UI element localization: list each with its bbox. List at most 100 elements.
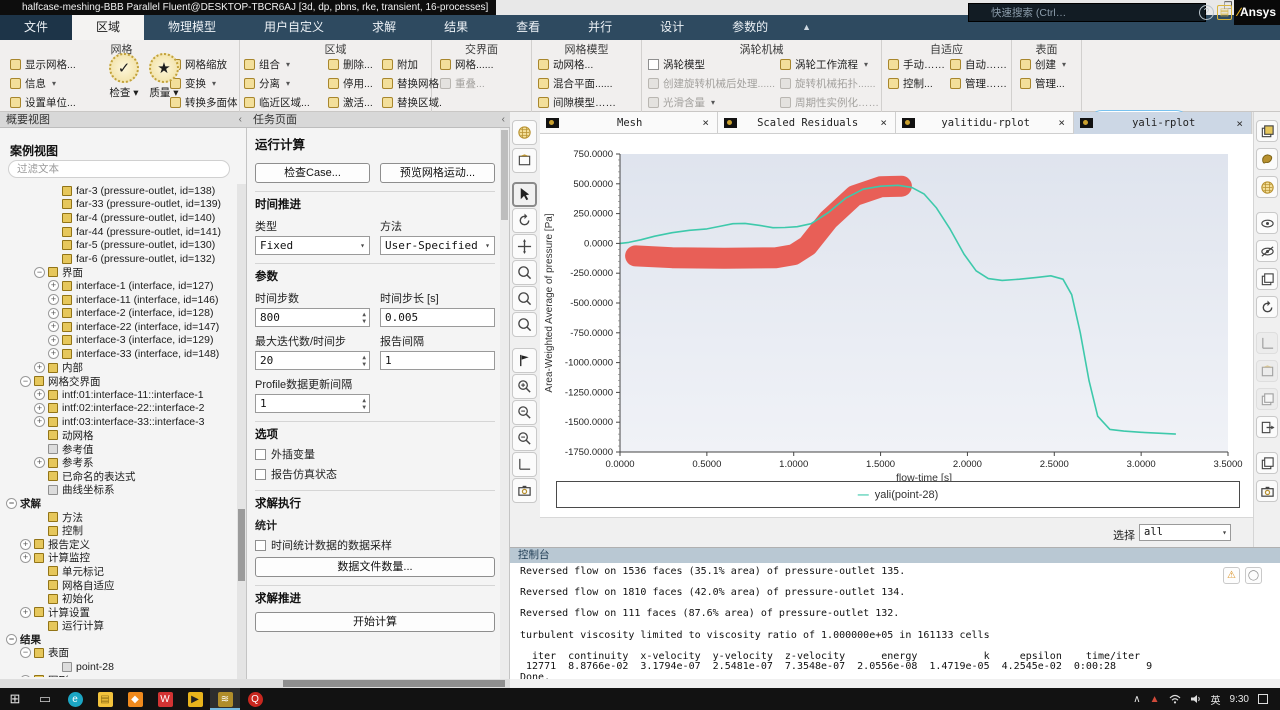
copy-page-button[interactable] bbox=[1256, 452, 1278, 474]
snapshot-button[interactable] bbox=[1256, 480, 1278, 502]
menu-tab-3[interactable]: 物理模型 bbox=[168, 20, 217, 34]
menu-tab-9[interactable]: 设计 bbox=[660, 20, 685, 34]
turbo-workflow-button[interactable]: 涡轮工作流程 ▾ bbox=[780, 56, 868, 73]
tree-item[interactable]: far-33 (pressure-outlet, id=139) bbox=[0, 198, 238, 212]
turbo-model-checkbox[interactable] bbox=[648, 59, 659, 70]
undo-button[interactable] bbox=[1256, 296, 1278, 318]
menu-tab-6[interactable]: 结果 bbox=[444, 20, 469, 34]
expand-icon[interactable]: + bbox=[34, 362, 45, 374]
periodic-instancing-button[interactable]: 周期性实例化…… bbox=[780, 94, 879, 111]
tree-item[interactable]: 控制 bbox=[0, 524, 238, 538]
tree-item[interactable]: + intf:01:interface-11::interface-1 bbox=[0, 388, 238, 402]
manage-surfaces-button[interactable]: 管理... bbox=[1020, 75, 1065, 92]
tray-chevron-icon[interactable]: ∧ bbox=[1133, 693, 1141, 705]
start-button[interactable]: ⊞ bbox=[0, 688, 30, 710]
expand-icon[interactable]: + bbox=[20, 552, 31, 564]
reporting-interval-input[interactable]: 1 bbox=[380, 351, 495, 370]
horizontal-scrollbar[interactable] bbox=[0, 679, 510, 688]
xy-plot[interactable]: 750.0000 500.0000 250.0000 0.0000 -250.0000 -… bbox=[540, 136, 1253, 481]
tree-item[interactable]: 参考值 bbox=[0, 442, 238, 456]
zoom-dolly-button[interactable] bbox=[512, 260, 537, 285]
tree-scrollbar-thumb[interactable] bbox=[238, 509, 245, 581]
collapse-icon[interactable]: − bbox=[6, 497, 17, 509]
expand-icon[interactable]: + bbox=[48, 334, 59, 346]
dropdown-arrow-icon[interactable]: ▾ bbox=[212, 79, 217, 88]
tree-item[interactable]: + interface-3 (interface, id=129) bbox=[0, 334, 238, 348]
tree-item[interactable]: far-4 (pressure-outlet, id=140) bbox=[0, 211, 238, 225]
tree-item[interactable]: + intf:03:interface-33::interface-3 bbox=[0, 415, 238, 429]
append-zones-button[interactable]: 附加 bbox=[382, 56, 418, 73]
calculate-button[interactable]: 开始计算 bbox=[255, 612, 495, 632]
ribbon-collapse-icon[interactable]: ▲ bbox=[802, 22, 812, 32]
tree-item[interactable]: + 计算监控 bbox=[0, 551, 238, 565]
check-case-button[interactable]: 检查Case... bbox=[255, 163, 370, 183]
collapse-panel-icon[interactable]: ‹ bbox=[238, 114, 242, 125]
adapt-controls-button[interactable]: 控制... bbox=[888, 75, 933, 92]
turbo-create-post-button[interactable]: 创建旋转机械后处理...... bbox=[648, 75, 775, 92]
tree-item[interactable]: + 内部 bbox=[0, 361, 238, 375]
player-icon[interactable]: ▶ bbox=[180, 688, 210, 710]
extrapolate-variables-checkbox[interactable] bbox=[255, 448, 266, 460]
transform-button[interactable]: 变换 ▾ bbox=[170, 75, 216, 92]
clock[interactable]: 9:30 bbox=[1229, 693, 1249, 705]
collapse-icon[interactable]: − bbox=[6, 633, 17, 645]
set-units-button[interactable]: 设置单位... bbox=[10, 94, 76, 111]
zoom-in-button[interactable] bbox=[512, 374, 537, 399]
tree-item[interactable]: + interface-22 (interface, id=147) bbox=[0, 320, 238, 334]
menu-tab-2[interactable]: 区域 bbox=[72, 15, 145, 40]
maximize-button[interactable]: ❐ bbox=[1223, 1, 1233, 12]
tree-item[interactable]: 动网格 bbox=[0, 429, 238, 443]
graphics-tab-yalitidu-rplot[interactable]: yalitidu-rplot × bbox=[896, 112, 1074, 134]
turbo-topology-button[interactable]: 旋转机械拓扑...... bbox=[780, 75, 876, 92]
tree-scrollbar[interactable] bbox=[237, 184, 246, 679]
overset-button[interactable]: 重叠... bbox=[440, 75, 485, 92]
activate-zones-button[interactable]: 激活... bbox=[328, 94, 373, 111]
graphics-tab-yali-rplot[interactable]: yali-rplot × bbox=[1074, 112, 1252, 134]
tree-item[interactable]: − 结果 bbox=[0, 633, 238, 647]
console-output[interactable]: Reversed flow on 1536 faces (35.1% area)… bbox=[510, 563, 1280, 679]
tree-item[interactable]: + 参考系 bbox=[0, 456, 238, 470]
wps-icon[interactable]: W bbox=[150, 688, 180, 710]
data-file-quantities-button[interactable]: 数据文件数量... bbox=[255, 557, 495, 577]
chart-axes-button[interactable] bbox=[1256, 332, 1278, 354]
tree-item[interactable]: + 计算设置 bbox=[0, 605, 238, 619]
tray-shield-icon[interactable]: ▲ bbox=[1149, 693, 1160, 705]
deactivate-zones-button[interactable]: 停用... bbox=[328, 75, 373, 92]
dropdown-arrow-icon[interactable]: ▾ bbox=[1062, 60, 1067, 69]
hide-eye-button[interactable] bbox=[1256, 240, 1278, 262]
display-mesh-button[interactable] bbox=[512, 120, 537, 145]
expand-icon[interactable]: + bbox=[20, 674, 31, 677]
mixing-planes-button[interactable]: 混合平面...... bbox=[538, 75, 613, 92]
tree-item[interactable]: − 网格交界面 bbox=[0, 374, 238, 388]
menu-tab-8[interactable]: 并行 bbox=[588, 20, 613, 34]
collapse-icon[interactable]: − bbox=[20, 375, 31, 387]
probe-info-button[interactable] bbox=[512, 312, 537, 337]
tree-item[interactable]: far-3 (pressure-outlet, id=138) bbox=[0, 184, 238, 198]
tree-item[interactable]: 网格自适应 bbox=[0, 578, 238, 592]
slider-button[interactable] bbox=[1256, 360, 1278, 382]
adapt-auto-button[interactable]: 自动…… bbox=[950, 56, 1007, 73]
volume-icon[interactable] bbox=[1190, 694, 1202, 704]
axes-button[interactable] bbox=[512, 452, 537, 477]
expand-icon[interactable]: + bbox=[34, 402, 45, 414]
tree-item[interactable]: + interface-1 (interface, id=127) bbox=[0, 279, 238, 293]
dropdown-arrow-icon[interactable]: ▾ bbox=[711, 98, 716, 107]
tree-item[interactable]: 已命名的表达式 bbox=[0, 469, 238, 483]
dropdown-arrow-icon[interactable]: ▾ bbox=[864, 60, 869, 69]
tab-close-icon[interactable]: × bbox=[1236, 116, 1243, 130]
task-scrollbar-thumb[interactable] bbox=[501, 130, 508, 220]
copy-window-button[interactable] bbox=[1256, 268, 1278, 290]
menu-tab-5[interactable]: 求解 bbox=[372, 20, 397, 34]
tree-item[interactable]: far-5 (pressure-outlet, id=130) bbox=[0, 238, 238, 252]
time-step-size-input[interactable]: 0.005 bbox=[380, 308, 495, 327]
menu-tab-10[interactable]: 参数的 bbox=[732, 20, 769, 34]
help-icon[interactable]: ? bbox=[1199, 5, 1214, 20]
tree-item[interactable]: + interface-2 (interface, id=128) bbox=[0, 306, 238, 320]
tab-close-icon[interactable]: × bbox=[1058, 116, 1065, 129]
tree-item[interactable]: + intf:02:interface-22::interface-2 bbox=[0, 402, 238, 416]
zoom-out-button[interactable] bbox=[512, 400, 537, 425]
graphics-tab-scaled-residuals[interactable]: Scaled Residuals × bbox=[718, 112, 896, 134]
surfaces-stack-button[interactable] bbox=[1256, 120, 1278, 142]
edge-icon[interactable]: e bbox=[60, 688, 90, 710]
info-button[interactable]: 信息 ▾ bbox=[10, 75, 56, 92]
